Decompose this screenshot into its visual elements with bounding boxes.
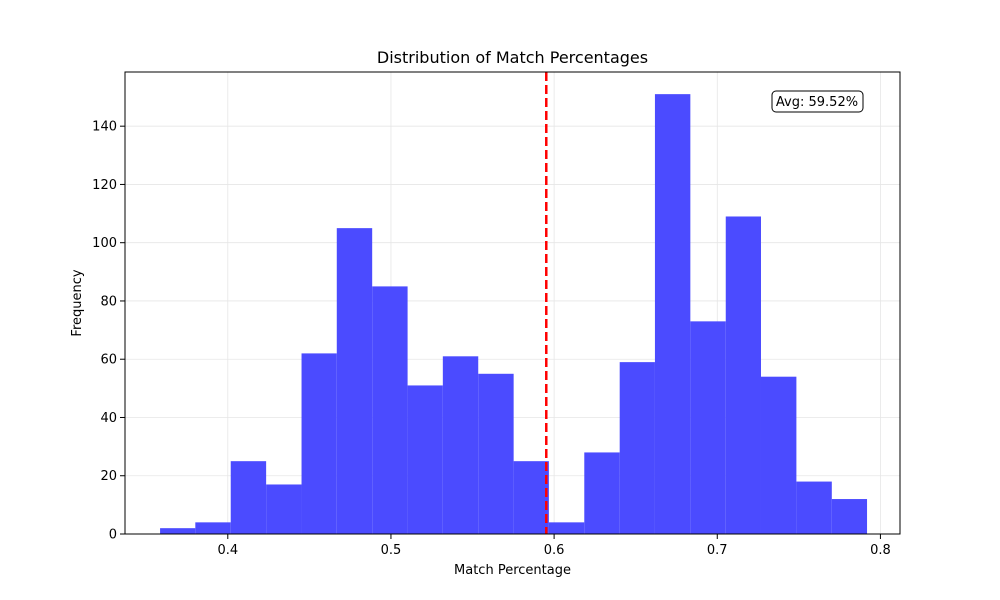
histogram-bar: [336, 228, 373, 535]
x-axis-ticks: 0.4 0.5 0.6 0.7 0.8: [217, 534, 891, 558]
histogram-bar: [266, 484, 302, 534]
y-axis-ticks: 0 20 40 60 80 100 120 140: [92, 120, 125, 543]
y-tick-label: 140: [92, 120, 117, 135]
histogram-bars: [160, 94, 868, 535]
y-tick-label: 40: [100, 411, 117, 426]
histogram-bar: [690, 321, 726, 534]
histogram-bar: [760, 376, 797, 534]
histogram-bar: [584, 452, 620, 534]
histogram-bar: [230, 461, 267, 534]
x-tick-label: 0.7: [707, 543, 728, 558]
y-tick-label: 100: [92, 236, 117, 251]
annotation-box: [771, 90, 864, 113]
x-tick-label: 0.4: [217, 543, 238, 558]
histogram-bar: [831, 499, 868, 534]
histogram-bar: [725, 216, 761, 534]
x-tick-label: 0.6: [544, 543, 565, 558]
annotation-text: Avg: 59.52%: [776, 95, 858, 110]
x-tick-label: 0.8: [870, 543, 891, 558]
histogram-bar: [478, 373, 514, 534]
y-tick-label: 120: [92, 178, 117, 193]
histogram-bar: [548, 522, 585, 534]
histogram-bar: [301, 353, 337, 534]
y-tick-label: 80: [100, 294, 117, 309]
histogram-bar: [160, 528, 196, 534]
histogram-bar: [372, 286, 408, 534]
y-tick-label: 60: [100, 353, 117, 368]
histogram-bar: [619, 362, 655, 534]
average-annotation: Avg: 59.52%: [771, 90, 864, 113]
histogram-bar: [796, 481, 832, 534]
y-tick-label: 20: [100, 469, 117, 484]
x-axis-label: Match Percentage: [454, 563, 571, 578]
histogram-bar: [513, 461, 549, 534]
x-tick-label: 0.5: [381, 543, 402, 558]
histogram-bar: [195, 522, 231, 534]
histogram-bar: [442, 356, 479, 534]
chart-title: Distribution of Match Percentages: [377, 48, 648, 67]
histogram-bar: [654, 94, 691, 535]
y-axis-label: Frequency: [70, 269, 85, 336]
plot-frame: [124, 71, 901, 535]
histogram-bar: [407, 385, 443, 534]
y-tick-label: 0: [109, 528, 117, 543]
